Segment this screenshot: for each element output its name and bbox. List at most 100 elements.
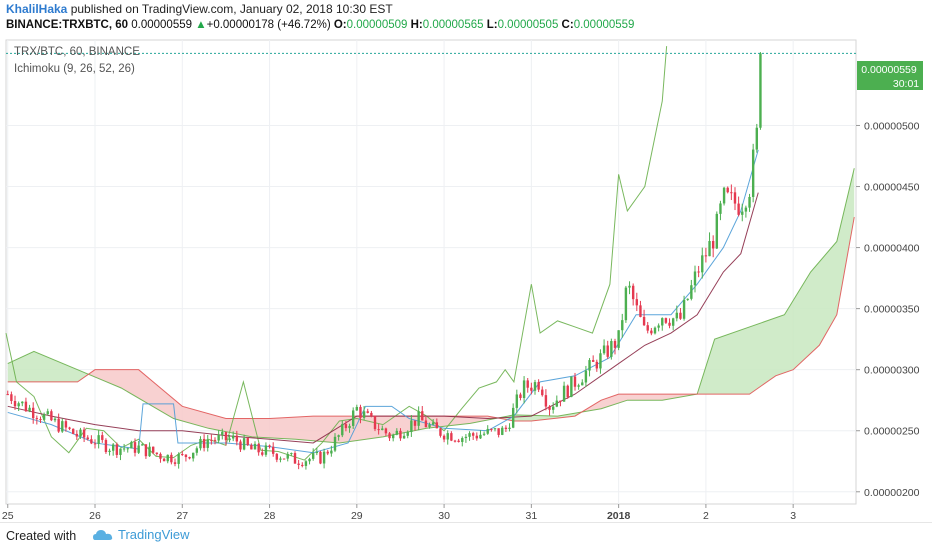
candle-down (526, 380, 529, 388)
candle-down (573, 376, 577, 387)
publish-header: KhalilHaka published on TradingView.com,… (6, 2, 393, 16)
candle-down (450, 433, 453, 441)
candle-down (650, 330, 653, 334)
candle-up (759, 53, 762, 128)
candle-up (686, 298, 689, 300)
candle-down (457, 440, 460, 442)
ichimoku-chart[interactable]: 0.00000200 0.00000250 0.00000300 0.00000350… (0, 38, 932, 522)
candle-up (708, 241, 711, 257)
candle-up (522, 380, 526, 398)
up-arrow-icon: ▲ (195, 19, 207, 31)
candle-down (664, 318, 668, 323)
candle-down (39, 418, 42, 420)
candle-up (199, 438, 202, 449)
published-text: published on TradingView.com, January 02… (70, 2, 393, 16)
candle-down (181, 454, 184, 456)
y-tick-label: 0.00000250 (864, 426, 920, 438)
candle-up (381, 428, 384, 431)
candles (6, 52, 762, 470)
time-axis[interactable]: 25 26 27 28 29 30 31 2018 2 3 (2, 504, 796, 522)
last-price: 0.00000559 (131, 19, 193, 31)
candle-up (493, 428, 497, 430)
candle-up (653, 327, 657, 334)
candle-up (715, 213, 719, 249)
candle-down (424, 420, 428, 428)
cloud-bullish (498, 411, 582, 421)
indicator-label[interactable]: Ichimoku (9, 26, 52, 26) (14, 63, 135, 75)
cloud-bullish (7, 351, 90, 382)
candle-down (50, 411, 53, 421)
candle-up (690, 285, 693, 299)
high-label: H: (410, 19, 423, 31)
x-tick-label: 25 (2, 510, 14, 522)
candle-up (341, 424, 344, 436)
candle-down (413, 420, 417, 426)
candle-down (271, 446, 275, 454)
chart-area[interactable]: 0.00000200 0.00000250 0.00000300 0.00000350… (0, 38, 932, 522)
candle-up (351, 410, 355, 426)
candle-up (410, 420, 413, 433)
candle-up (581, 382, 584, 386)
candle-down (519, 394, 522, 398)
candle-down (71, 428, 75, 434)
tradingview-text: TradingView (118, 527, 190, 542)
candle-down (591, 360, 595, 362)
candle-up (311, 453, 315, 459)
candle-up (755, 127, 759, 150)
candle-up (79, 429, 82, 437)
y-tick-label: 0.00000200 (864, 487, 920, 499)
candle-down (726, 187, 729, 193)
candle-up (304, 461, 308, 466)
candle-up (551, 406, 555, 410)
candle-down (86, 437, 89, 440)
candle-down (541, 389, 544, 396)
candle-up (279, 458, 282, 460)
candle-up (486, 428, 489, 434)
tradingview-brand[interactable]: TradingView (92, 527, 190, 542)
candle-down (668, 322, 671, 326)
candle-down (162, 458, 166, 462)
low-value: 0.00000505 (497, 19, 559, 31)
candle-down (75, 433, 79, 437)
candle-up (479, 434, 482, 439)
candle-up (428, 424, 431, 428)
candle-down (490, 428, 493, 430)
candle-up (108, 450, 111, 453)
symbol-label: BINANCE:TRXBTC, 60 (6, 19, 129, 31)
candle-up (231, 435, 235, 439)
candle-down (64, 421, 68, 428)
high-value: 0.00000565 (422, 19, 484, 31)
x-tick-label: 26 (89, 510, 101, 522)
plot-border (5, 39, 857, 505)
candle-up (137, 445, 140, 453)
created-with-label: Created with (6, 529, 77, 543)
candle-up (511, 407, 515, 428)
candle-up (53, 418, 57, 421)
candle-down (373, 415, 377, 430)
cloud-bullish (698, 168, 855, 395)
candle-down (730, 192, 733, 194)
candle-up (682, 299, 686, 319)
candle-up (468, 433, 471, 437)
last-price-badge-text: 0.00000559 (861, 64, 917, 76)
candle-down (250, 444, 253, 450)
chikou-span-line (5, 46, 668, 461)
candle-down (275, 453, 279, 460)
candle-down (235, 435, 239, 442)
candle-down (261, 452, 264, 455)
candle-up (501, 427, 504, 435)
price-axis[interactable]: 0.00000200 0.00000250 0.00000300 0.00000350… (856, 120, 920, 499)
candle-down (90, 439, 93, 444)
candle-down (101, 435, 104, 440)
candle-down (435, 422, 439, 429)
candle-down (711, 241, 715, 249)
candle-up (446, 433, 449, 440)
candle-down (170, 454, 173, 463)
author-link[interactable]: KhalilHaka (6, 2, 68, 16)
candle-up (228, 438, 231, 441)
open-value: 0.00000509 (346, 19, 408, 31)
candle-up (221, 432, 224, 436)
candle-down (188, 457, 191, 459)
candle-down (6, 394, 9, 396)
y-tick-label: 0.00000350 (864, 304, 920, 316)
